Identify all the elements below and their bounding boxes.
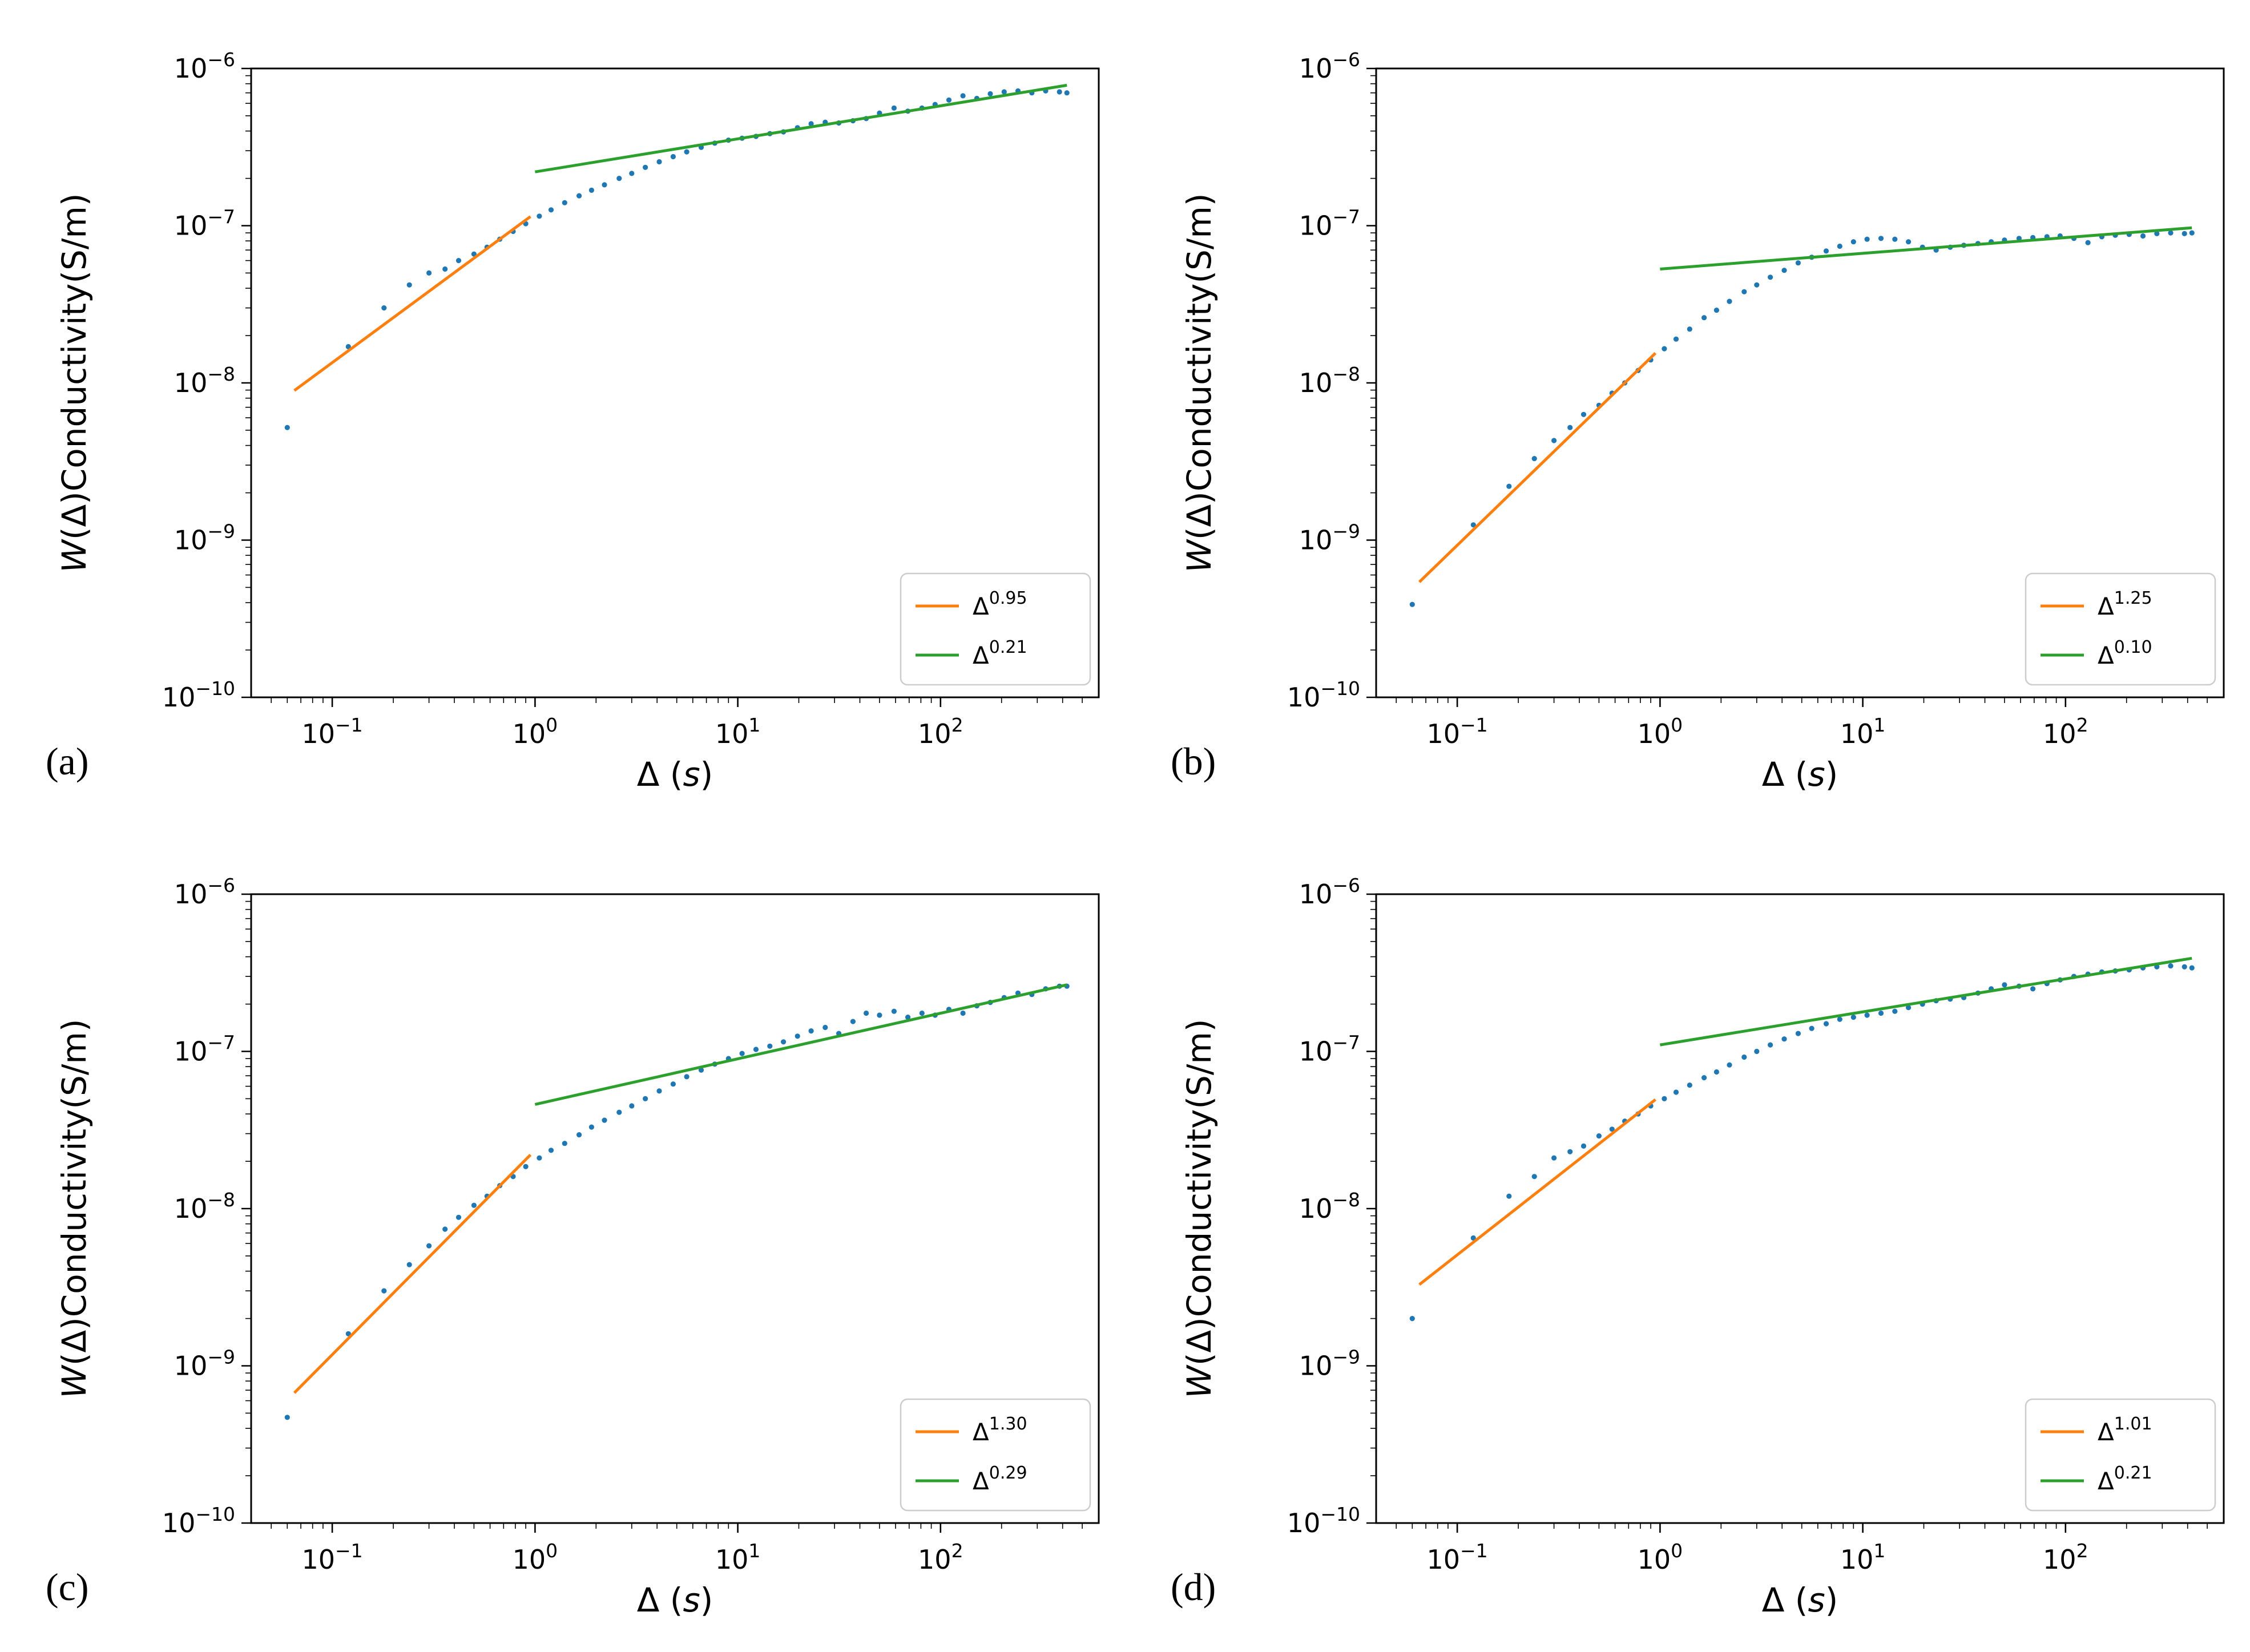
fit-lines (1418, 226, 2192, 583)
svg-text:10−8: 10−8 (174, 363, 235, 398)
svg-text:10−6: 10−6 (1299, 49, 1360, 84)
chart-b: 10−1 100 101 102 10−10 10−9 10−8 10−7 10−6 Δ1.25Δ… (1180, 49, 2225, 794)
svg-text:10−10: 10−10 (162, 677, 235, 713)
svg-text:10−6: 10−6 (174, 874, 235, 910)
svg-text:10−9: 10−9 (1299, 520, 1360, 556)
svg-text:100: 100 (513, 1540, 558, 1575)
svg-text:100: 100 (513, 714, 558, 749)
svg-text:10−1: 10−1 (1426, 714, 1487, 749)
svg-text:10−9: 10−9 (174, 1346, 235, 1382)
svg-text:10−8: 10−8 (1299, 363, 1360, 398)
scatter-series (284, 88, 1070, 430)
fit-lines (1418, 956, 2192, 1286)
svg-text:10−1: 10−1 (301, 1540, 362, 1575)
svg-text:10−7: 10−7 (1299, 206, 1360, 241)
svg-text:101: 101 (715, 1540, 761, 1575)
panel-c: 10−1 100 101 102 10−10 10−9 10−8 10−7 10−6 Δ1.30 Δ… (0, 826, 1125, 1652)
x-axis-label: Δ (s) (637, 1581, 713, 1619)
chart-a: 10−1 100 101 10210−1010−910−810−710−6Δ0.95Δ… (55, 49, 1100, 794)
svg-text:101: 101 (1840, 714, 1886, 749)
scatter-series (1409, 230, 2195, 607)
chart-c: 10−1 100 101 102 10−10 10−9 10−8 10−7 10−6 Δ1.30Δ… (55, 874, 1100, 1619)
svg-text:10−8: 10−8 (1299, 1189, 1360, 1224)
svg-text:10−7: 10−7 (1299, 1032, 1360, 1067)
svg-text:10−6: 10−6 (174, 49, 235, 84)
svg-text:102: 102 (2043, 714, 2088, 749)
svg-text:10−1: 10−1 (1426, 1540, 1487, 1575)
svg-text:102: 102 (918, 714, 963, 749)
svg-text:10−8: 10−8 (174, 1189, 235, 1224)
y-axis-label: W(Δ)Conductivity(S/m) (1180, 1019, 1219, 1399)
svg-text:101: 101 (715, 714, 761, 749)
panel-label-d: (d) (1171, 1565, 1216, 1609)
svg-text:10−10: 10−10 (1287, 1503, 1360, 1538)
scatter-series (284, 983, 1070, 1420)
panel-a: 10−1 100 101 102 10−10 10−9 10−8 10−7 10−6 Δ0.95 Δ… (0, 0, 1125, 826)
axes-frame: 10−1 100 101 102 10−10 10−9 10−8 10−7 10−6 (162, 874, 1100, 1575)
axes-frame: 10−1 100 101 102 10−10 10−9 10−8 10−7 10−6 (1287, 874, 2225, 1575)
svg-text:10−6: 10−6 (1299, 874, 1360, 910)
svg-text:102: 102 (918, 1540, 963, 1575)
svg-text:10−7: 10−7 (174, 206, 235, 241)
fit-lines (293, 983, 1067, 1394)
panel-b: 10−1 100 101 102 10−10 10−9 10−8 10−7 10−6 Δ1.25 Δ… (1125, 0, 2250, 826)
y-axis-label: W(Δ)Conductivity(S/m) (55, 193, 94, 573)
y-axis-label: W(Δ)Conductivity(S/m) (55, 1019, 94, 1399)
scatter-series (1409, 963, 2195, 1322)
svg-text:100: 100 (1638, 714, 1683, 749)
x-axis-label: Δ (s) (1762, 755, 1838, 794)
svg-text:10−1: 10−1 (301, 714, 362, 749)
svg-text:100: 100 (1638, 1540, 1683, 1575)
svg-text:10−9: 10−9 (1299, 1346, 1360, 1382)
svg-text:10−10: 10−10 (162, 1503, 235, 1538)
svg-text:10−10: 10−10 (1287, 677, 1360, 713)
x-axis-label: Δ (s) (637, 755, 713, 794)
panel-label-b: (b) (1171, 740, 1216, 783)
panel-label-c: (c) (46, 1565, 89, 1609)
svg-text:Δ0.95: Δ0.95 (973, 588, 1027, 620)
y-axis-label: W(Δ)Conductivity(S/m) (1180, 193, 1219, 573)
fit-lines (293, 83, 1067, 392)
svg-text:10−7: 10−7 (174, 1032, 235, 1067)
svg-text:102: 102 (2043, 1540, 2088, 1575)
panel-label-a: (a) (46, 740, 89, 783)
chart-d: 10−1 100 101 102 10−10 10−9 10−8 10−7 10−6 Δ1.01Δ… (1180, 874, 2225, 1619)
svg-text:101: 101 (1840, 1540, 1886, 1575)
x-axis-label: Δ (s) (1762, 1581, 1838, 1619)
svg-text:10−9: 10−9 (174, 520, 235, 556)
panel-d: 10−1 100 101 102 10−10 10−9 10−8 10−7 10−6 Δ1.01 Δ… (1125, 826, 2250, 1652)
